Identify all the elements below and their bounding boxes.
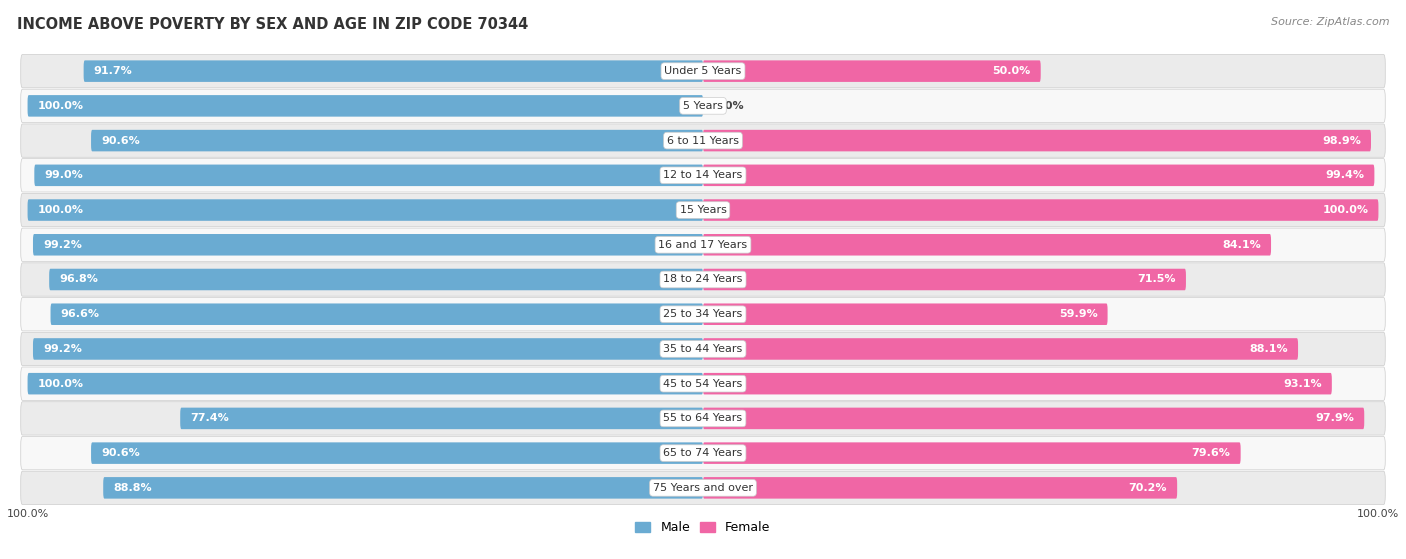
FancyBboxPatch shape	[703, 164, 1375, 186]
FancyBboxPatch shape	[21, 437, 1385, 470]
Text: 25 to 34 Years: 25 to 34 Years	[664, 309, 742, 319]
FancyBboxPatch shape	[21, 263, 1385, 296]
Text: 5 Years: 5 Years	[683, 101, 723, 111]
FancyBboxPatch shape	[21, 124, 1385, 157]
Text: 50.0%: 50.0%	[993, 66, 1031, 76]
Text: 97.9%: 97.9%	[1315, 414, 1354, 423]
Text: 100.0%: 100.0%	[1322, 205, 1368, 215]
FancyBboxPatch shape	[21, 297, 1385, 331]
FancyBboxPatch shape	[21, 89, 1385, 122]
Text: 6 to 11 Years: 6 to 11 Years	[666, 136, 740, 145]
Text: 99.0%: 99.0%	[45, 170, 83, 181]
FancyBboxPatch shape	[703, 200, 1378, 221]
Text: Source: ZipAtlas.com: Source: ZipAtlas.com	[1271, 17, 1389, 27]
FancyBboxPatch shape	[103, 477, 703, 499]
Text: 99.4%: 99.4%	[1326, 170, 1364, 181]
Text: 98.9%: 98.9%	[1322, 136, 1361, 145]
Text: 99.2%: 99.2%	[44, 240, 82, 250]
FancyBboxPatch shape	[32, 234, 703, 255]
FancyBboxPatch shape	[21, 54, 1385, 88]
FancyBboxPatch shape	[91, 442, 703, 464]
Text: 65 to 74 Years: 65 to 74 Years	[664, 448, 742, 458]
Text: 100.0%: 100.0%	[38, 378, 84, 389]
Text: 96.6%: 96.6%	[60, 309, 100, 319]
Text: 0.0%: 0.0%	[713, 101, 744, 111]
FancyBboxPatch shape	[28, 373, 703, 395]
FancyBboxPatch shape	[21, 471, 1385, 505]
FancyBboxPatch shape	[21, 228, 1385, 262]
Text: 90.6%: 90.6%	[101, 448, 141, 458]
Text: 45 to 54 Years: 45 to 54 Years	[664, 378, 742, 389]
FancyBboxPatch shape	[83, 60, 703, 82]
Text: 15 Years: 15 Years	[679, 205, 727, 215]
Text: 100.0%: 100.0%	[1357, 509, 1399, 519]
Text: 79.6%: 79.6%	[1192, 448, 1230, 458]
FancyBboxPatch shape	[703, 338, 1298, 360]
FancyBboxPatch shape	[34, 164, 703, 186]
Text: 90.6%: 90.6%	[101, 136, 141, 145]
FancyBboxPatch shape	[703, 269, 1185, 290]
FancyBboxPatch shape	[28, 95, 703, 117]
FancyBboxPatch shape	[49, 269, 703, 290]
Text: 12 to 14 Years: 12 to 14 Years	[664, 170, 742, 181]
FancyBboxPatch shape	[703, 60, 1040, 82]
Text: 93.1%: 93.1%	[1284, 378, 1322, 389]
FancyBboxPatch shape	[180, 408, 703, 429]
Text: 18 to 24 Years: 18 to 24 Years	[664, 274, 742, 285]
Text: 75 Years and over: 75 Years and over	[652, 483, 754, 493]
Text: 99.2%: 99.2%	[44, 344, 82, 354]
Text: 59.9%: 59.9%	[1059, 309, 1098, 319]
Text: 16 and 17 Years: 16 and 17 Years	[658, 240, 748, 250]
FancyBboxPatch shape	[21, 402, 1385, 435]
FancyBboxPatch shape	[51, 304, 703, 325]
FancyBboxPatch shape	[91, 130, 703, 151]
FancyBboxPatch shape	[21, 159, 1385, 192]
FancyBboxPatch shape	[21, 193, 1385, 227]
FancyBboxPatch shape	[21, 332, 1385, 366]
Text: 96.8%: 96.8%	[59, 274, 98, 285]
Legend: Male, Female: Male, Female	[630, 516, 776, 539]
FancyBboxPatch shape	[703, 408, 1364, 429]
FancyBboxPatch shape	[703, 234, 1271, 255]
Text: 35 to 44 Years: 35 to 44 Years	[664, 344, 742, 354]
FancyBboxPatch shape	[703, 442, 1240, 464]
FancyBboxPatch shape	[21, 367, 1385, 400]
Text: 100.0%: 100.0%	[38, 101, 84, 111]
Text: Under 5 Years: Under 5 Years	[665, 66, 741, 76]
FancyBboxPatch shape	[703, 477, 1177, 499]
Text: 77.4%: 77.4%	[190, 414, 229, 423]
Text: 100.0%: 100.0%	[7, 509, 49, 519]
Text: 88.8%: 88.8%	[114, 483, 152, 493]
Text: 100.0%: 100.0%	[38, 205, 84, 215]
Text: 70.2%: 70.2%	[1129, 483, 1167, 493]
Text: 55 to 64 Years: 55 to 64 Years	[664, 414, 742, 423]
FancyBboxPatch shape	[32, 338, 703, 360]
Text: 88.1%: 88.1%	[1250, 344, 1288, 354]
Text: INCOME ABOVE POVERTY BY SEX AND AGE IN ZIP CODE 70344: INCOME ABOVE POVERTY BY SEX AND AGE IN Z…	[17, 17, 529, 32]
Text: 91.7%: 91.7%	[94, 66, 132, 76]
Text: 84.1%: 84.1%	[1222, 240, 1261, 250]
FancyBboxPatch shape	[703, 373, 1331, 395]
FancyBboxPatch shape	[28, 200, 703, 221]
FancyBboxPatch shape	[703, 130, 1371, 151]
Text: 71.5%: 71.5%	[1137, 274, 1175, 285]
FancyBboxPatch shape	[703, 304, 1108, 325]
